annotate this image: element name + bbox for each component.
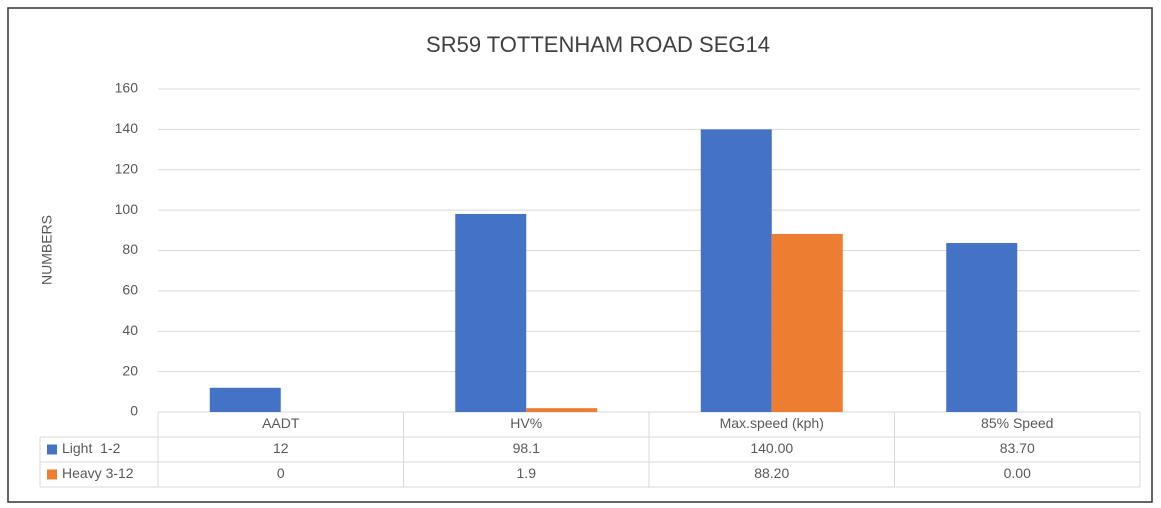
legend-swatch bbox=[47, 444, 57, 455]
table-value: 0.00 bbox=[1004, 465, 1031, 481]
legend-label: Heavy 3-12 bbox=[62, 465, 134, 481]
table-value: 98.1 bbox=[513, 440, 540, 456]
x-tick-label: HV% bbox=[510, 415, 542, 431]
y-tick-label: 0 bbox=[130, 403, 138, 419]
y-tick-label: 100 bbox=[115, 201, 139, 217]
y-tick-label: 160 bbox=[115, 80, 139, 96]
table-value: 83.70 bbox=[1000, 440, 1035, 456]
y-tick-label: 80 bbox=[122, 241, 138, 257]
bar bbox=[700, 129, 772, 412]
table-value: 88.20 bbox=[754, 465, 789, 481]
y-tick-label: 60 bbox=[122, 282, 138, 298]
chart-title: SR59 TOTTENHAM ROAD SEG14 bbox=[426, 32, 770, 57]
x-tick-label: 85% Speed bbox=[981, 415, 1053, 431]
bar bbox=[946, 243, 1018, 412]
y-tick-label: 40 bbox=[122, 322, 138, 338]
bar bbox=[771, 233, 843, 412]
table-value: 140.00 bbox=[750, 440, 793, 456]
legend-label: Light 1-2 bbox=[62, 440, 121, 456]
table-value: 1.9 bbox=[517, 465, 537, 481]
table-value: 12 bbox=[273, 440, 289, 456]
y-tick-label: 20 bbox=[122, 362, 138, 378]
y-tick-label: 120 bbox=[115, 160, 139, 176]
x-tick-label: Max.speed (kph) bbox=[720, 415, 824, 431]
y-tick-label: 140 bbox=[115, 120, 139, 136]
bar bbox=[526, 408, 598, 412]
legend-swatch bbox=[47, 469, 57, 480]
table-value: 0 bbox=[277, 465, 285, 481]
y-axis-title: NUMBERS bbox=[39, 215, 55, 285]
chart-frame bbox=[7, 7, 1153, 503]
bar bbox=[209, 387, 281, 412]
bar bbox=[455, 213, 527, 412]
x-tick-label: AADT bbox=[262, 415, 300, 431]
